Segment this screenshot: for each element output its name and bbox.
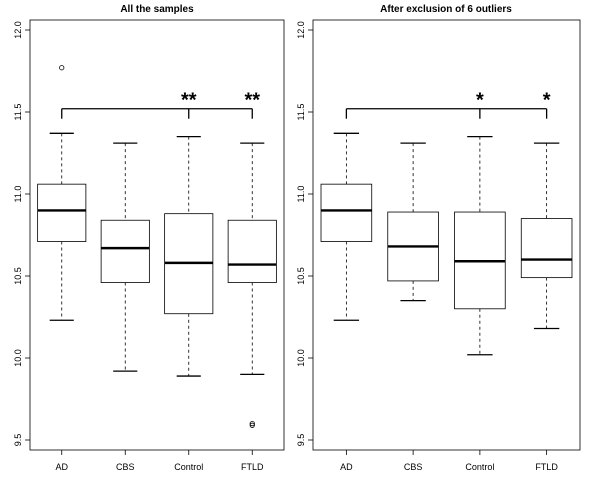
x-tick-label: Control <box>465 462 494 472</box>
significance-stars: ** <box>244 90 260 112</box>
chart-title: All the samples <box>120 4 194 15</box>
y-tick-label: 10.5 <box>13 267 23 285</box>
box-cbs <box>100 142 150 372</box>
iqr-box <box>37 183 87 242</box>
box-control <box>454 135 506 356</box>
y-tick-label: 11.5 <box>13 104 23 121</box>
x-tick-label: AD <box>55 462 68 472</box>
chart-title: After exclusion of 6 outliers <box>380 4 512 15</box>
y-tick-label: 10.5 <box>296 267 306 285</box>
x-tick-label: AD <box>340 462 353 472</box>
outlier-point <box>249 420 255 427</box>
panel-all-samples: All the samples 9.5 10.0 10.5 11.0 11.5 12.0 AD… <box>13 4 285 472</box>
significance-bracket: ** ** <box>61 90 260 119</box>
significance-stars: ** <box>181 90 197 112</box>
x-tick-label: FTLD <box>241 462 264 472</box>
iqr-box <box>100 219 150 283</box>
iqr-box <box>520 218 573 279</box>
x-tick-label: FTLD <box>535 462 558 472</box>
y-tick-label: 12.0 <box>296 21 306 39</box>
box-cbs <box>387 142 439 302</box>
significance-bracket: * * <box>345 90 551 119</box>
box-ftld <box>227 142 277 428</box>
significance-stars: * <box>476 90 484 112</box>
panel-after-exclusion: After exclusion of 6 outliers 9.5 10.0 10.5… <box>296 4 581 472</box>
y-tick-label: 11.0 <box>296 186 306 203</box>
outlier-point <box>249 422 255 428</box>
x-tick-label: Control <box>174 462 203 472</box>
y-tick-label: 10.0 <box>296 349 306 367</box>
box-ftld <box>520 142 573 330</box>
y-tick-label: 11.5 <box>296 104 306 121</box>
x-tick-label: CBS <box>404 462 423 472</box>
iqr-box <box>227 219 277 283</box>
y-tick-label: 10.0 <box>13 349 23 367</box>
x-tick-label: CBS <box>116 462 135 472</box>
plot-frame <box>29 19 285 451</box>
outlier-point <box>59 65 65 71</box>
box-ad <box>37 65 87 321</box>
box-ad <box>320 132 373 321</box>
iqr-box <box>320 183 373 242</box>
y-tick-label: 12.0 <box>13 21 23 39</box>
y-tick-label: 9.5 <box>296 434 306 447</box>
significance-stars: * <box>543 90 551 112</box>
y-tick-label: 11.0 <box>13 186 23 203</box>
box-control <box>164 135 214 377</box>
y-tick-label: 9.5 <box>13 434 23 447</box>
plot-frame <box>312 19 581 451</box>
